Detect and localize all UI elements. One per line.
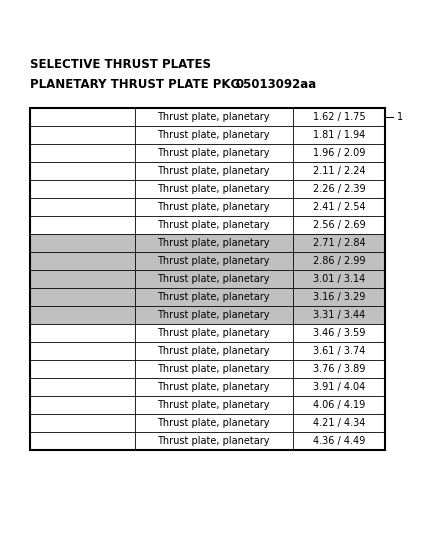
- Text: Thrust plate, planetary: Thrust plate, planetary: [158, 382, 270, 392]
- Text: Thrust plate, planetary: Thrust plate, planetary: [158, 256, 270, 266]
- Bar: [30, 288, 385, 306]
- Text: Thrust plate, planetary: Thrust plate, planetary: [158, 346, 270, 356]
- Text: 3.16 / 3.29: 3.16 / 3.29: [313, 292, 365, 302]
- Text: Thrust plate, planetary: Thrust plate, planetary: [158, 148, 270, 158]
- Text: 05013092aa: 05013092aa: [235, 78, 316, 91]
- Text: 1.96 / 2.09: 1.96 / 2.09: [313, 148, 365, 158]
- Text: Thrust plate, planetary: Thrust plate, planetary: [158, 400, 270, 410]
- Text: 3.91 / 4.04: 3.91 / 4.04: [313, 382, 365, 392]
- Text: Thrust plate, planetary: Thrust plate, planetary: [158, 184, 270, 194]
- Text: Thrust plate, planetary: Thrust plate, planetary: [158, 364, 270, 374]
- Text: Thrust plate, planetary: Thrust plate, planetary: [158, 292, 270, 302]
- Text: PLANETARY THRUST PLATE PKG: PLANETARY THRUST PLATE PKG: [30, 78, 240, 91]
- Text: SELECTIVE THRUST PLATES: SELECTIVE THRUST PLATES: [30, 58, 211, 71]
- Text: Thrust plate, planetary: Thrust plate, planetary: [158, 328, 270, 338]
- Text: 3.46 / 3.59: 3.46 / 3.59: [313, 328, 365, 338]
- Bar: [30, 252, 385, 270]
- Bar: [30, 270, 385, 288]
- Text: 3.01 / 3.14: 3.01 / 3.14: [313, 274, 365, 284]
- Text: 1.81 / 1.94: 1.81 / 1.94: [313, 130, 365, 140]
- Text: Thrust plate, planetary: Thrust plate, planetary: [158, 238, 270, 248]
- Bar: [30, 306, 385, 324]
- Text: 2.86 / 2.99: 2.86 / 2.99: [313, 256, 365, 266]
- Text: 2.56 / 2.69: 2.56 / 2.69: [313, 220, 365, 230]
- Bar: [30, 234, 385, 252]
- Text: 3.61 / 3.74: 3.61 / 3.74: [313, 346, 365, 356]
- Text: 2.11 / 2.24: 2.11 / 2.24: [313, 166, 365, 176]
- Text: 2.71 / 2.84: 2.71 / 2.84: [313, 238, 365, 248]
- Text: Thrust plate, planetary: Thrust plate, planetary: [158, 436, 270, 446]
- Text: Thrust plate, planetary: Thrust plate, planetary: [158, 220, 270, 230]
- Text: 3.76 / 3.89: 3.76 / 3.89: [313, 364, 365, 374]
- Text: Thrust plate, planetary: Thrust plate, planetary: [158, 310, 270, 320]
- Text: Thrust plate, planetary: Thrust plate, planetary: [158, 274, 270, 284]
- Text: 1: 1: [397, 112, 403, 122]
- Text: 2.26 / 2.39: 2.26 / 2.39: [313, 184, 365, 194]
- Text: 4.21 / 4.34: 4.21 / 4.34: [313, 418, 365, 428]
- Text: Thrust plate, planetary: Thrust plate, planetary: [158, 202, 270, 212]
- Text: 4.06 / 4.19: 4.06 / 4.19: [313, 400, 365, 410]
- Text: 4.36 / 4.49: 4.36 / 4.49: [313, 436, 365, 446]
- Bar: [30, 108, 385, 450]
- Text: Thrust plate, planetary: Thrust plate, planetary: [158, 166, 270, 176]
- Text: Thrust plate, planetary: Thrust plate, planetary: [158, 112, 270, 122]
- Text: 1.62 / 1.75: 1.62 / 1.75: [313, 112, 365, 122]
- Text: Thrust plate, planetary: Thrust plate, planetary: [158, 130, 270, 140]
- Text: 2.41 / 2.54: 2.41 / 2.54: [313, 202, 365, 212]
- Text: Thrust plate, planetary: Thrust plate, planetary: [158, 418, 270, 428]
- Text: 3.31 / 3.44: 3.31 / 3.44: [313, 310, 365, 320]
